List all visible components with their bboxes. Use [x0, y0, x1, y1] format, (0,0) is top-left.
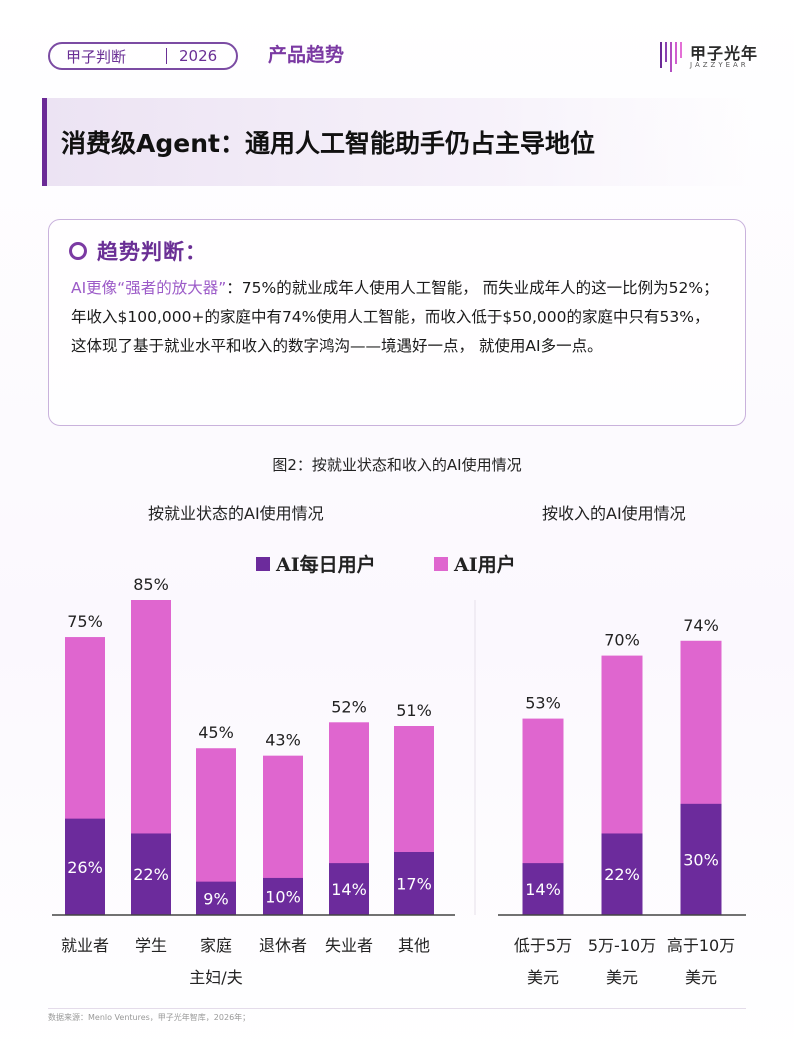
- category-label: 美元: [606, 968, 638, 987]
- footer-source: 数据来源：Menlo Ventures，甲子光年智库，2026年；: [48, 1013, 251, 1022]
- logo: 甲子光年 JAZZYEAR: [660, 40, 760, 74]
- data-label-ai-user: 74%: [683, 616, 719, 635]
- legend-swatch-user: [434, 556, 448, 571]
- trend-body: ：75%的就业成年人使用人工智能， 而失业成年人的这一比例为52%；年收入$10…: [71, 279, 719, 355]
- data-label-ai-user: 75%: [67, 612, 103, 631]
- trend-heading-label: 趋势判断：: [97, 240, 207, 264]
- data-label-ai-daily: 10%: [265, 887, 301, 906]
- title-band: 消费级Agent：通用人工智能助手仍占主导地位: [42, 98, 752, 186]
- data-label-ai-daily: 22%: [133, 865, 169, 884]
- category-label: 退休者: [259, 936, 307, 955]
- bar-ai-daily: [522, 863, 564, 915]
- category-label: 就业者: [61, 936, 109, 955]
- chart-title-employment: 按就业状态的AI使用情况: [148, 504, 324, 523]
- bar-ai-daily: [263, 877, 303, 915]
- circle-icon: [69, 242, 87, 260]
- data-label-ai-daily: 26%: [67, 858, 103, 877]
- category-label: 主妇/夫: [189, 968, 242, 987]
- bar-ai-daily: [394, 852, 434, 915]
- bar-ai-daily: [680, 803, 722, 915]
- legend-user: AI用户: [434, 550, 516, 577]
- data-label-ai-user: 52%: [331, 697, 367, 716]
- data-label-ai-user: 51%: [396, 701, 432, 720]
- data-label-ai-user: 43%: [265, 731, 301, 750]
- trend-highlight: AI更像“强者的放大器”: [71, 279, 227, 297]
- data-label-ai-daily: 30%: [683, 850, 719, 869]
- category-label: 5万-10万: [588, 936, 656, 955]
- data-label-ai-daily: 22%: [604, 865, 640, 884]
- page-title: 消费级Agent：通用人工智能助手仍占主导地位: [61, 129, 595, 158]
- brand-label: 甲子判断: [66, 47, 127, 66]
- bar-ai-daily: [601, 833, 643, 915]
- bar-ai-daily: [329, 863, 369, 915]
- category-label: 美元: [527, 968, 559, 987]
- logo-text: 甲子光年: [690, 44, 759, 63]
- category-label: 高于10万: [667, 936, 735, 955]
- data-label-ai-daily: 14%: [525, 880, 561, 899]
- category-label: 失业者: [325, 936, 373, 955]
- category-label: 家庭: [200, 936, 232, 955]
- data-label-ai-user: 53%: [525, 694, 561, 713]
- year-label: 2026: [179, 47, 218, 65]
- trend-box: 趋势判断： AI更像“强者的放大器”：75%的就业成年人使用人工智能， 而失业成…: [48, 219, 746, 426]
- data-label-ai-daily: 14%: [331, 880, 367, 899]
- category-label: 美元: [685, 968, 717, 987]
- bar-ai-daily: [131, 833, 171, 915]
- category-label: 低于5万: [514, 936, 572, 955]
- legend-swatch-daily: [256, 556, 270, 571]
- chart-title-income: 按收入的AI使用情况: [542, 504, 686, 523]
- category-label: 学生: [135, 936, 167, 955]
- logo-bars-icon: [660, 42, 682, 72]
- data-label-ai-user: 45%: [198, 723, 234, 742]
- trend-text: AI更像“强者的放大器”：75%的就业成年人使用人工智能， 而失业成年人的这一比…: [71, 274, 725, 361]
- bar-ai-daily: [65, 818, 105, 915]
- legend-daily: AI每日用户: [256, 550, 376, 577]
- legend-label-daily: AI每日用户: [276, 554, 376, 576]
- data-label-ai-user: 85%: [133, 575, 169, 594]
- footer-divider: [48, 1008, 746, 1009]
- pill-divider: [166, 48, 167, 64]
- bar-ai-daily: [196, 881, 236, 915]
- logo-subtext: JAZZYEAR: [690, 61, 749, 69]
- data-label-ai-daily: 9%: [203, 889, 228, 908]
- data-label-ai-user: 70%: [604, 631, 640, 650]
- legend-label-user: AI用户: [454, 554, 516, 576]
- header-pill: 甲子判断 2026: [48, 42, 238, 70]
- category-label: 其他: [398, 936, 430, 955]
- figure-caption: 图2：按就业状态和收入的AI使用情况: [272, 456, 522, 474]
- category-label: 产品趋势: [268, 44, 345, 66]
- trend-heading: 趋势判断：: [69, 236, 207, 266]
- data-label-ai-daily: 17%: [396, 875, 432, 894]
